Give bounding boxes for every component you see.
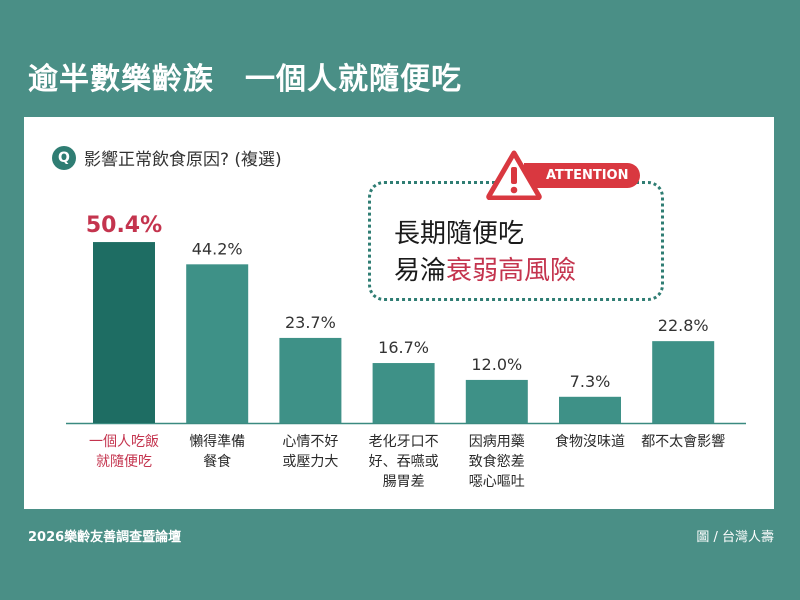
category-label-1-line-1: 餐食 [203, 453, 231, 470]
category-label-2-line-1: 或壓力大 [282, 454, 338, 470]
bar-value-label-4: 12.0% [471, 355, 522, 374]
question-badge: Q [52, 145, 76, 170]
question-text: 影響正常飲食原因? (複選) [84, 150, 282, 170]
category-label-5-line-0: 食物沒味道 [555, 433, 625, 450]
bar-3 [372, 363, 435, 423]
category-label-0-line-0: 一個人吃飯 [89, 433, 159, 450]
category-label-3-line-2: 腸胃差 [383, 474, 425, 490]
category-label-4-line-0: 因病用藥 [469, 434, 525, 450]
category-label-3-line-1: 好、吞嚥或 [369, 454, 439, 470]
bar-2 [279, 337, 342, 423]
source-note: 2026樂齡友善調查暨論壇 [28, 530, 182, 545]
bar-5 [559, 396, 621, 423]
callout-line-2: 易淪衰弱高風險 [394, 250, 576, 287]
page-title: 逾半數樂齡族 一個人就隨便吃 [28, 62, 462, 97]
bar-value-label-5: 7.3% [570, 372, 611, 391]
bar-value-label-6: 22.8% [658, 316, 709, 335]
callout-line-2-prefix: 易淪 [394, 256, 447, 286]
callout-line-2-highlight: 衰弱高風險 [446, 256, 577, 286]
attention-badge: ATTENTION [486, 150, 641, 200]
category-label-0-line-1: 就隨便吃 [96, 454, 152, 470]
bar-value-label-1: 44.2% [192, 239, 243, 258]
image-credit: 圖 / 台灣人壽 [696, 530, 774, 545]
category-label-4-line-2: 噁心嘔吐 [469, 474, 525, 490]
bar-value-label-2: 23.7% [285, 313, 336, 332]
attention-label: ATTENTION [524, 162, 641, 188]
question-heading: Q 影響正常飲食原因? (複選) [52, 145, 282, 170]
warning-icon [486, 150, 542, 200]
category-label-4-line-1: 致食慾差 [469, 453, 525, 470]
callout-line-1: 長期隨便吃 [394, 219, 525, 249]
bar-1 [186, 264, 249, 423]
bar-6 [652, 341, 715, 423]
category-label-6-line-0: 都不太會影響 [641, 433, 725, 450]
bar-0 [93, 242, 155, 423]
bar-value-label-0: 50.4% [86, 213, 162, 238]
bar-4 [465, 379, 528, 423]
callout-box [368, 181, 664, 301]
category-label-1-line-0: 懶得準備 [189, 433, 245, 450]
bar-value-label-3: 16.7% [378, 338, 429, 357]
category-label-3-line-0: 老化牙口不 [369, 434, 439, 450]
category-label-2-line-0: 心情不好 [282, 434, 338, 450]
